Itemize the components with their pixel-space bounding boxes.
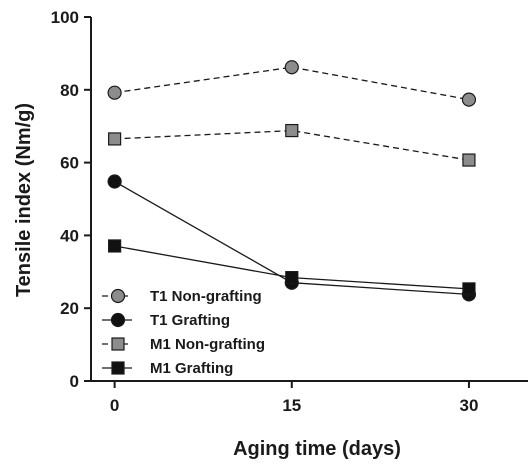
legend-marker-m1-grafting <box>111 361 125 375</box>
axes: 0 20 40 60 80 100 0 15 30 <box>51 8 528 415</box>
data-point-t1-non-grafting <box>284 60 299 75</box>
legend-marker-t1-non-grafting <box>110 288 126 304</box>
legend-label-t1-grafting: T1 Grafting <box>150 312 230 329</box>
y-tick-label: 20 <box>60 299 79 318</box>
x-axis-label: Aging time (days) <box>233 438 401 460</box>
x-tick-label: 0 <box>110 396 119 415</box>
legend-marker-m1-non-grafting <box>111 337 125 351</box>
legend-marker-t1-grafting <box>110 312 126 328</box>
y-axis-label: Tensile index (Nm/g) <box>13 103 35 297</box>
legend-label-t1-non-grafting: T1 Non-grafting <box>150 288 262 305</box>
data-point-m1-grafting <box>108 239 122 253</box>
y-tick-label: 0 <box>70 372 79 391</box>
y-tick-label: 100 <box>51 8 79 27</box>
data-point-t1-grafting <box>107 174 122 189</box>
plot-marks <box>107 60 477 302</box>
data-point-t1-non-grafting <box>107 85 122 100</box>
legend: T1 Non-grafting T1 Grafting M1 Non-graftin… <box>102 288 265 377</box>
data-point-m1-non-grafting <box>108 132 122 146</box>
y-tick-label: 80 <box>60 81 79 100</box>
x-tick-label: 30 <box>459 396 478 415</box>
data-point-m1-grafting <box>462 282 476 296</box>
legend-label-m1-non-grafting: M1 Non-grafting <box>150 336 265 353</box>
legend-label-m1-grafting: M1 Grafting <box>150 360 233 377</box>
data-point-m1-non-grafting <box>285 123 299 138</box>
data-point-m1-grafting <box>285 271 299 285</box>
data-point-m1-non-grafting <box>462 153 476 167</box>
data-point-t1-non-grafting <box>461 92 477 107</box>
y-tick-label: 60 <box>60 154 79 173</box>
y-tick-label: 40 <box>60 226 79 245</box>
x-tick-label: 15 <box>282 396 301 415</box>
